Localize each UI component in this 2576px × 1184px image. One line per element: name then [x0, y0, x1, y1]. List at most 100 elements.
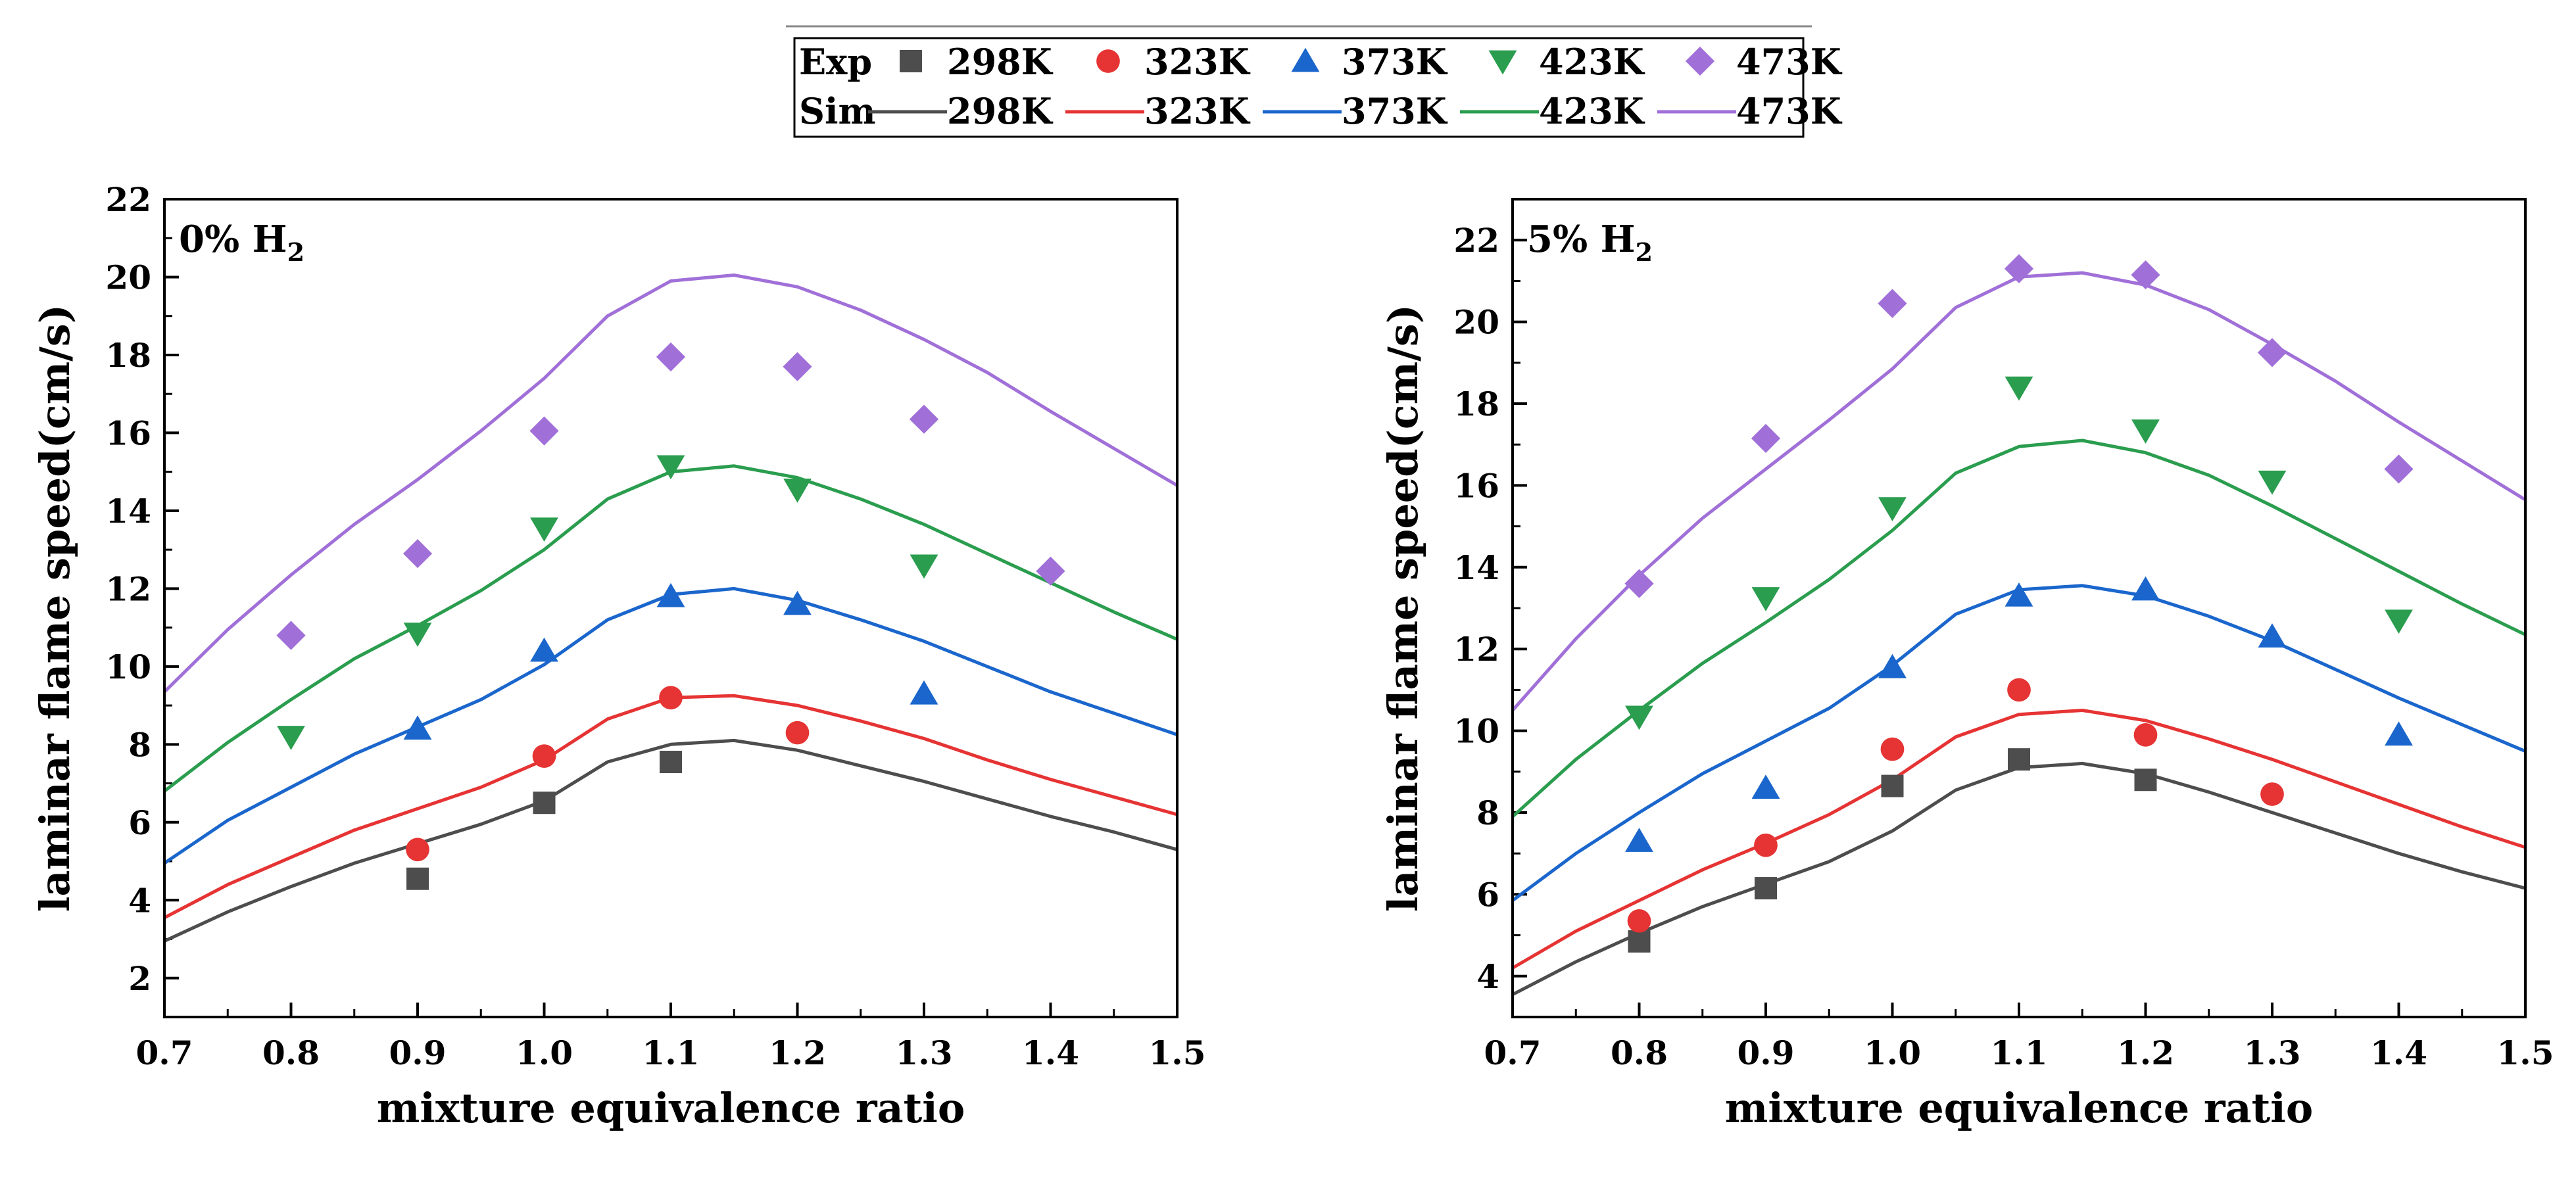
y-tick-label: 10 — [1453, 712, 1499, 751]
legend-exp-temp-323K: 323K — [1144, 41, 1251, 83]
exp-point-473K — [402, 538, 433, 569]
exp-point-423K — [910, 554, 938, 579]
legend-sim-label: Sim — [799, 90, 876, 132]
legend-sim-items: 298K 323K 373K 423K 473K — [868, 90, 1843, 132]
exp-point-298K — [2134, 769, 2157, 792]
legend-sim-temp-323K: 323K — [1144, 90, 1251, 132]
exp-point-298K — [1881, 774, 1904, 797]
exp-point-423K — [2131, 419, 2160, 444]
exp-point-423K — [2385, 609, 2413, 634]
panel-0-sim-lines — [163, 273, 1179, 943]
legend-exp-temp-423K: 423K — [1539, 41, 1645, 83]
exp-point-298K — [533, 792, 556, 815]
y-tick-label: 8 — [128, 725, 151, 764]
exp-point-473K — [656, 342, 686, 372]
legend-sim-temp-423K: 423K — [1539, 90, 1645, 132]
sim-line-323K — [163, 694, 1178, 920]
x-tick-label: 1.1 — [643, 1033, 700, 1072]
y-tick-label: 22 — [1453, 221, 1499, 260]
legend-exp-temp-473K: 473K — [1736, 41, 1843, 83]
exp-point-423K — [1625, 705, 1653, 730]
legend-exp-marker-373K — [1291, 47, 1320, 72]
panel-1-title: 5% H2 — [1527, 218, 1653, 267]
panel-0-title-main: 0% H — [179, 218, 287, 261]
legend: Exp Sim 298K 323K 373K 423K 473K 298K 323K 373… — [786, 25, 1843, 138]
exp-point-323K — [532, 744, 556, 768]
exp-point-323K — [659, 686, 683, 710]
exp-point-298K — [1628, 930, 1651, 953]
exp-point-373K — [2005, 582, 2033, 607]
exp-point-423K — [1751, 587, 1780, 611]
exp-point-423K — [2005, 376, 2033, 401]
y-tick-label: 14 — [105, 492, 151, 531]
y-tick-label: 20 — [1453, 303, 1499, 342]
x-tick-label: 0.9 — [389, 1033, 447, 1072]
x-tick-label: 0.8 — [1611, 1033, 1668, 1072]
exp-point-298K — [406, 867, 429, 890]
sim-line-473K — [163, 273, 1179, 694]
exp-point-423K — [530, 517, 558, 542]
panel-1-x-axis-label: mixture equivalence ratio — [1725, 1084, 2313, 1132]
exp-point-373K — [1625, 828, 1653, 852]
y-tick-label: 6 — [1476, 875, 1499, 914]
exp-point-373K — [783, 590, 812, 615]
legend-exp-temp-373K: 373K — [1342, 41, 1448, 83]
legend-exp-marker-323K — [1096, 49, 1120, 73]
exp-point-323K — [1627, 909, 1651, 933]
x-tick-label: 1.0 — [1864, 1033, 1921, 1072]
exp-point-423K — [1878, 497, 1907, 522]
exp-point-373K — [2258, 623, 2287, 648]
panel-0-ticks — [163, 198, 1179, 1018]
exp-point-473K — [1878, 289, 1907, 318]
panel-1-ticks — [1511, 239, 2527, 1018]
x-tick-label: 0.7 — [1484, 1033, 1542, 1072]
x-tick-label: 1.0 — [516, 1033, 573, 1072]
exp-point-473K — [1624, 569, 1654, 598]
exp-point-323K — [2133, 722, 2158, 747]
legend-exp-marker-423K — [1488, 50, 1517, 75]
exp-point-473K — [909, 404, 939, 434]
exp-point-373K — [910, 680, 938, 705]
exp-point-423K — [403, 623, 432, 647]
sim-line-298K — [163, 738, 1178, 943]
sim-line-373K — [163, 586, 1178, 865]
exp-point-298K — [2008, 748, 2030, 771]
panel-0pct-h2: 0.7 0.8 0.9 1.0 1.1 1.2 1.3 1.4 1.5 2 4 6 8 10 12 14 16 1… — [31, 180, 1206, 1132]
exp-point-473K — [2131, 260, 2160, 290]
x-tick-label: 0.8 — [262, 1033, 320, 1072]
x-tick-label: 1.1 — [1991, 1033, 2048, 1072]
x-tick-label: 1.2 — [2117, 1033, 2174, 1072]
legend-sim-temp-298K: 298K — [947, 90, 1054, 132]
exp-point-323K — [1754, 833, 1778, 857]
exp-point-473K — [529, 416, 559, 446]
exp-point-373K — [1751, 774, 1780, 799]
y-tick-label: 16 — [105, 414, 151, 452]
panel-0-tick-labels: 0.7 0.8 0.9 1.0 1.1 1.2 1.3 1.4 1.5 2 4 6 8 10 12 14 16 1… — [105, 180, 1205, 1072]
legend-exp-label: Exp — [799, 41, 872, 83]
legend-sim-temp-373K: 373K — [1342, 90, 1448, 132]
x-tick-label: 1.4 — [1022, 1033, 1079, 1072]
y-tick-label: 20 — [105, 258, 151, 296]
panel-0-y-axis-label: laminar flame speed(cm/s) — [31, 304, 79, 912]
legend-exp-items: 298K 323K 373K 423K 473K — [900, 41, 1843, 83]
y-tick-label: 6 — [128, 803, 151, 842]
legend-sim-temp-473K: 473K — [1736, 90, 1843, 132]
x-tick-label: 1.5 — [2497, 1033, 2554, 1072]
y-tick-label: 4 — [1476, 957, 1499, 996]
y-tick-label: 14 — [1453, 548, 1499, 587]
y-tick-label: 22 — [105, 180, 151, 219]
exp-point-373K — [2131, 576, 2160, 601]
panel-1-tick-labels: 0.7 0.8 0.9 1.0 1.1 1.2 1.3 1.4 1.5 4 6 8 10 12 14 16 18… — [1453, 221, 2554, 1072]
panel-1-title-subscript: 2 — [1636, 237, 1653, 267]
sim-line-323K — [1511, 709, 2526, 970]
exp-point-373K — [530, 637, 558, 662]
legend-exp-temp-298K: 298K — [947, 41, 1054, 83]
exp-point-473K — [2004, 254, 2034, 283]
exp-point-323K — [2007, 678, 2031, 702]
legend-frame — [793, 37, 1805, 138]
exp-point-323K — [2260, 782, 2284, 806]
sim-line-473K — [1511, 271, 2527, 712]
exp-point-373K — [2385, 721, 2413, 746]
x-tick-label: 0.9 — [1738, 1033, 1795, 1072]
panel-1-y-axis-label: laminar flame speed(cm/s) — [1379, 304, 1427, 912]
